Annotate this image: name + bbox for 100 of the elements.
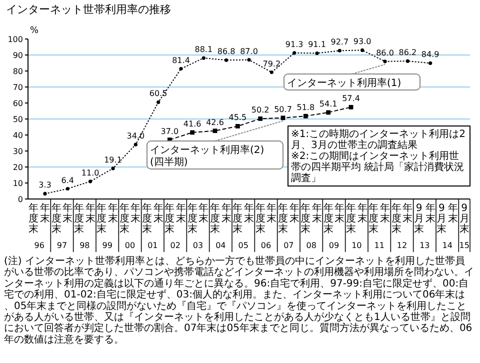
y-tick-label: 80 bbox=[12, 67, 23, 76]
data-label: 45.5 bbox=[228, 113, 247, 122]
x-tick-label: 年度末 bbox=[255, 202, 266, 235]
x-tick-label: 年末 bbox=[244, 202, 254, 224]
text: 03 bbox=[192, 241, 204, 250]
x-tick-label: 年度末 bbox=[74, 202, 84, 235]
x-tick-label: 年末 bbox=[448, 202, 458, 224]
text: 14 bbox=[442, 241, 452, 250]
x-tick-label: 年度末 bbox=[28, 202, 39, 235]
text: 09 bbox=[328, 241, 340, 250]
x-tick-label: 年末 bbox=[176, 202, 186, 224]
data-label: 50.7 bbox=[274, 104, 292, 114]
text: 96 bbox=[34, 241, 44, 250]
x-tick-label: 年末 bbox=[425, 202, 436, 224]
data-label: 42.6 bbox=[206, 118, 224, 127]
data-label: 60.5 bbox=[149, 89, 168, 98]
series-label: インターネット利用率(1) bbox=[287, 77, 402, 89]
x-tick-label: 年末 bbox=[62, 202, 73, 224]
data-label: 93.0 bbox=[353, 37, 372, 46]
data-label: 86.2 bbox=[398, 48, 417, 58]
x-tick-label: 年度末 bbox=[323, 202, 334, 235]
data-label: 37.0 bbox=[160, 126, 179, 136]
point bbox=[406, 59, 410, 63]
text: 15 bbox=[459, 241, 470, 250]
data-label: 91.3 bbox=[285, 40, 304, 49]
data-label: 84.9 bbox=[421, 50, 440, 60]
text: 07 bbox=[284, 241, 294, 250]
x-tick-label: 年度末 bbox=[96, 202, 107, 235]
data-label: 92.7 bbox=[330, 38, 349, 47]
point bbox=[315, 51, 319, 56]
data-label: 57.4 bbox=[342, 94, 360, 104]
point bbox=[202, 56, 206, 60]
data-label: 91.1 bbox=[308, 40, 326, 50]
series-label: インターネット利用率(2) (四半期) bbox=[150, 144, 264, 168]
point bbox=[212, 128, 218, 134]
data-label: 34.0 bbox=[126, 132, 145, 141]
point bbox=[43, 192, 47, 196]
x-tick-label: 年度末 bbox=[51, 202, 62, 235]
text: 98 bbox=[80, 241, 90, 250]
data-label: 79.2 bbox=[262, 59, 281, 68]
data-label: 41.6 bbox=[183, 119, 202, 128]
point bbox=[428, 61, 432, 65]
x-tick-label: 年末 bbox=[85, 202, 96, 224]
x-tick-label: 年末 bbox=[357, 202, 368, 224]
point bbox=[338, 48, 342, 52]
text: 04 bbox=[216, 241, 226, 250]
x-tick-label: 年度末 bbox=[278, 202, 288, 235]
annotation: ※1:この時期のインターネット利用は2月、3月の世帯主の調査結果 bbox=[291, 128, 466, 151]
data-label: 11.0 bbox=[81, 168, 100, 178]
data-label: 88.1 bbox=[194, 45, 213, 54]
x-tick-label: 年度末 bbox=[142, 202, 152, 235]
x-tick-label: 年末 bbox=[380, 202, 390, 224]
point bbox=[303, 114, 308, 118]
x-tick-label: 年末 bbox=[312, 202, 322, 224]
x-tick-label: 年末 bbox=[334, 202, 345, 224]
text: 01 bbox=[148, 241, 158, 250]
x-tick-label: 年末 bbox=[221, 202, 232, 224]
text: 99 bbox=[102, 241, 112, 250]
note-box: ※1:この時期のインターネット利用は2月、3月の世帯主の調査結果 ※2:この期間はインターネット利用世帯の四半期平均 統計局「家計消費状況調査」 bbox=[288, 126, 470, 186]
point bbox=[224, 58, 228, 62]
y-tick-label: 70 bbox=[12, 83, 23, 92]
point bbox=[360, 48, 364, 52]
y-tick-label: 100 bbox=[8, 35, 23, 44]
x-tick-label: 年度末 bbox=[232, 202, 243, 235]
point bbox=[326, 110, 331, 115]
x-tick-label: 年末 bbox=[266, 202, 277, 224]
x-tick-label: 年末 bbox=[40, 202, 50, 224]
x-tick-label: 9月末 bbox=[459, 203, 470, 235]
y-axis-title: % bbox=[30, 26, 39, 36]
x-tick-label: 年末 bbox=[402, 202, 413, 224]
x-tick-label: 年末 bbox=[153, 202, 164, 224]
y-tick-label: 0 bbox=[18, 195, 23, 204]
data-label: 51.8 bbox=[296, 103, 315, 112]
x-tick-label: 年度末 bbox=[187, 202, 198, 235]
point bbox=[235, 124, 240, 128]
point bbox=[383, 60, 387, 64]
text: 97 bbox=[56, 241, 68, 250]
data-label: 54.1 bbox=[319, 99, 338, 108]
x-tick-label: 年度末 bbox=[119, 202, 130, 235]
point bbox=[111, 166, 115, 170]
data-label: 50.2 bbox=[251, 106, 270, 115]
point bbox=[258, 116, 263, 121]
data-label: 86.8 bbox=[217, 47, 236, 56]
data-label: 86.0 bbox=[376, 48, 394, 58]
x-tick-label: 年度末 bbox=[164, 202, 175, 235]
data-label: 87.0 bbox=[240, 46, 258, 56]
point bbox=[156, 100, 160, 104]
text: 12 bbox=[396, 241, 408, 250]
x-tick-label: 年度末 bbox=[368, 202, 379, 235]
text: 11 bbox=[374, 241, 384, 250]
point bbox=[134, 142, 138, 146]
point bbox=[179, 66, 183, 71]
text: (注) インターネット世帯利用率とは、どちらか一方でも世帯員の中にインターネットを利用した世帯員がいる世帯の比率であり、パソコンや携帯電話などインターネットの利用機器や利用場所を問わない。インターネット利用の定義は以下の通り年ごとに異なる。96:自宅で利用、97-99:自宅に限定せず、00:自宅での利用、01-02:自宅に限定せず、03:個人的な利用。また、インターネット利用について06年末は、05年末までと同様の設問がないため『自宅』で『パソコン』を使ってインターネットを利用したことがある人がいる世帯、又は『インターネットを利用したことがある人が少なくとも1人いる世帯』と設問において回答者が判定した世帯の割合。07年末は05年末までと同じ。質問方法が異なっているため、06年の数値は注意を要する。 bbox=[4, 255, 474, 346]
text: 08 bbox=[306, 241, 316, 250]
point bbox=[190, 130, 195, 135]
y-tick-label: 40 bbox=[12, 131, 23, 140]
y-tick-label: 20 bbox=[12, 163, 23, 172]
text: 10 bbox=[352, 241, 362, 250]
x-tick-label: 年度末 bbox=[346, 202, 356, 235]
x-tick-label: 年末 bbox=[130, 202, 141, 224]
